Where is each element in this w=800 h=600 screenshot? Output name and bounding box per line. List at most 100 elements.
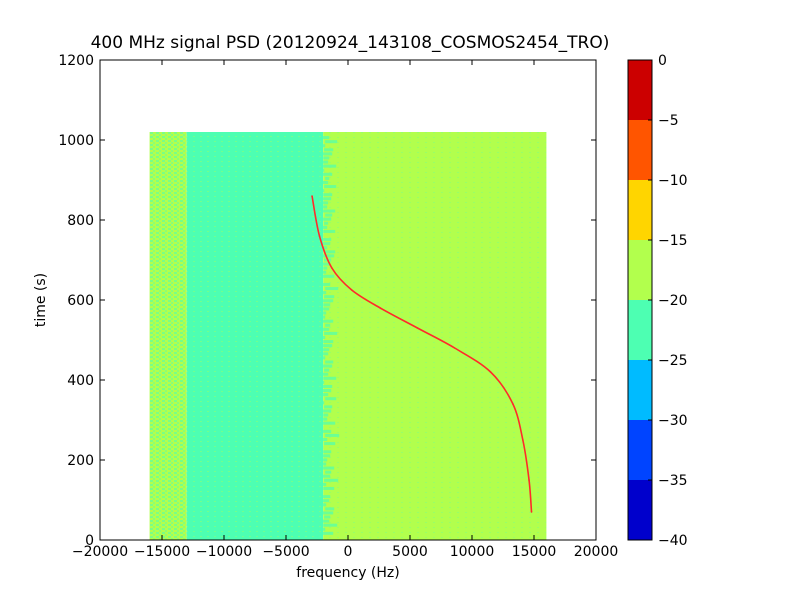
- signal-trace-point: [522, 439, 524, 441]
- y-tick-label: 200: [67, 453, 94, 469]
- colorbar-level: [628, 120, 652, 180]
- heatmap-noise-strip: [319, 336, 326, 339]
- heatmap-noise-strip: [323, 229, 336, 233]
- heatmap-noise-strip: [321, 503, 327, 507]
- heatmap-noise-strip: [324, 331, 338, 335]
- signal-trace-layer: [311, 195, 533, 513]
- heatmap-noise-strip: [320, 144, 326, 148]
- heatmap-noise-strip: [318, 527, 326, 531]
- colorbar-tick-label: −10: [658, 173, 688, 189]
- heatmap-noise-strip: [324, 442, 336, 446]
- heatmap-noise-strip: [321, 393, 329, 397]
- heatmap-noise-strip: [324, 478, 339, 482]
- heatmap-noise-strip: [324, 221, 329, 225]
- heatmap-noise-strip: [319, 372, 329, 376]
- heatmap-noise-strip: [317, 499, 330, 503]
- colorbar-level: [628, 180, 652, 240]
- signal-trace-point: [331, 267, 333, 269]
- heatmap-noise-strip: [320, 327, 330, 331]
- heatmap-noise-strip: [317, 205, 328, 209]
- heatmap-noise-strip: [318, 491, 323, 495]
- heatmap-noise-strip: [325, 287, 339, 291]
- heatmap-noise-strip: [323, 486, 335, 490]
- heatmap-noise-strip: [322, 164, 337, 168]
- heatmap-noise-strip: [317, 425, 324, 429]
- y-axis-ticks: 0 200 400 600 800 1000 1200: [58, 53, 596, 549]
- y-tick-label: 400: [67, 373, 94, 389]
- heatmap-noise-strip: [317, 132, 322, 135]
- signal-trace-point: [528, 479, 530, 481]
- signal-trace-point: [530, 511, 533, 513]
- heatmap-noise-strip: [319, 519, 330, 523]
- y-axis-label: time (s): [33, 273, 49, 327]
- heatmap-noise-strip: [323, 523, 338, 527]
- heatmap-noise-strip: [317, 535, 322, 539]
- heatmap-noise-strip: [325, 433, 340, 437]
- x-tick-label: 15000: [512, 544, 557, 560]
- x-tick-label: 10000: [450, 544, 495, 560]
- heatmap-noise-strip: [321, 319, 334, 323]
- heatmap-noise-strip: [322, 421, 336, 425]
- heatmap-noise-strip: [320, 438, 328, 441]
- heatmap-noise-strip: [322, 348, 330, 352]
- heatmap-noise-strip: [324, 148, 334, 152]
- colorbar-ticks: 0 −5 −10 −15 −20 −25 −30 −35 −40: [648, 53, 688, 549]
- signal-trace-point: [489, 371, 492, 373]
- signal-trace-point: [453, 347, 456, 349]
- colorbar-tick-label: −30: [658, 413, 688, 429]
- heatmap-noise-strip: [317, 462, 327, 466]
- y-tick-label: 800: [67, 213, 94, 229]
- colorbar-level: [628, 420, 652, 480]
- heatmap-noise-strip: [319, 262, 331, 266]
- heatmap-noise-strip: [320, 401, 325, 405]
- heatmap-noise-strip: [325, 323, 331, 327]
- colorbar-level: [628, 300, 652, 360]
- heatmap-noise-strip: [322, 531, 334, 535]
- heatmap-noise-strip: [324, 515, 331, 519]
- x-axis-ticks: −20000 −15000 −10000 −5000 0 5000 10000 15000 20…: [72, 60, 618, 560]
- heatmap-noise-strip: [318, 234, 324, 237]
- heatmap-noise-strip: [320, 254, 335, 258]
- heatmap-noise-strip: [318, 197, 332, 201]
- x-tick-label: −20000: [72, 544, 128, 560]
- colorbar-tick-label: −20: [658, 293, 688, 309]
- plot-area: −20000 −15000 −10000 −5000 0 5000 10000 15000 20…: [58, 53, 618, 560]
- heatmap-region-1: [149, 132, 187, 540]
- heatmap-noise-strip: [318, 307, 330, 311]
- heatmap-image: [149, 132, 547, 540]
- heatmap-noise-strip: [322, 458, 328, 462]
- heatmap-noise-strip: [319, 482, 327, 486]
- heatmap-noise-strip: [319, 189, 325, 193]
- heatmap-noise-strip: [319, 299, 334, 303]
- signal-trace-point: [318, 235, 321, 237]
- heatmap-noise-strip: [320, 180, 329, 184]
- signal-trace-point: [311, 195, 313, 197]
- colorbar-level: [628, 360, 652, 420]
- heatmap-noise-strip: [322, 201, 329, 205]
- heatmap-noise-strip: [318, 270, 327, 274]
- heatmap-noise-strip: [317, 315, 326, 319]
- heatmap-noise-strip: [317, 389, 332, 393]
- heatmap-noise-strip: [319, 409, 332, 413]
- heatmap-noise-strip: [322, 311, 327, 315]
- heatmap-noise-strip: [325, 507, 335, 511]
- heatmap-noise-strip: [318, 417, 328, 421]
- x-tick-label: 20000: [574, 544, 619, 560]
- heatmap-noise-strip: [323, 340, 334, 344]
- heatmap-noise-strip: [325, 397, 337, 401]
- heatmap-noise-strip: [319, 152, 333, 156]
- signal-trace-1: [311, 195, 533, 513]
- heatmap-noise-strip: [320, 511, 334, 515]
- heatmap-noise-strip: [319, 225, 328, 229]
- heatmap-noise-strip: [320, 474, 331, 478]
- colorbar-levels: [628, 60, 652, 540]
- heatmap-noise-strip: [323, 376, 337, 380]
- heatmap-noise-strip: [322, 274, 335, 278]
- signal-trace-point: [379, 307, 382, 309]
- heatmap-noise-strip: [321, 209, 336, 213]
- heatmap-noise-strip: [318, 160, 329, 164]
- heatmap-noise-strip: [321, 282, 331, 286]
- heatmap-noise-strip: [323, 156, 330, 160]
- heatmap-noise-strip: [318, 344, 333, 348]
